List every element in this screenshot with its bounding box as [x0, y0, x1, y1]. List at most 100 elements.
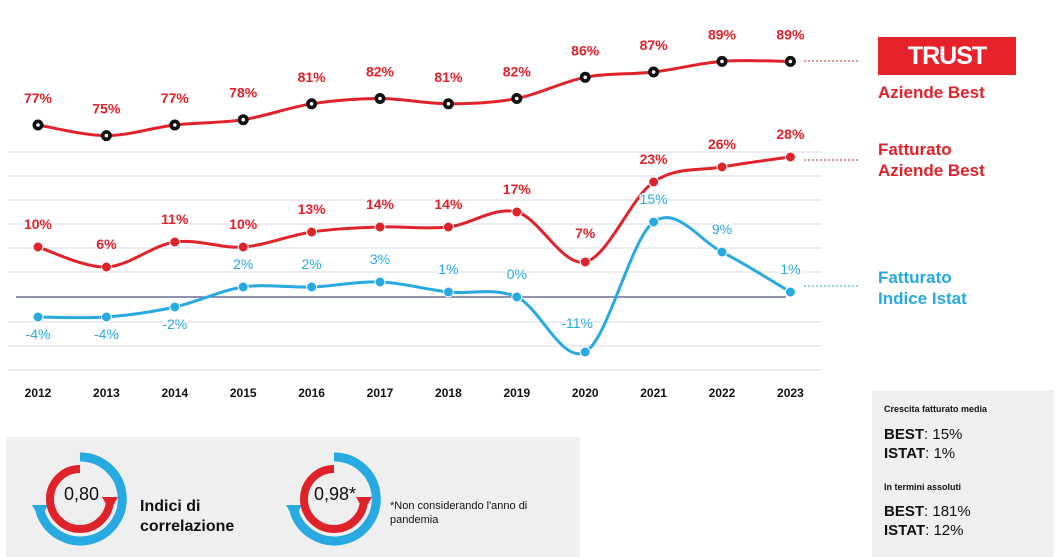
x-tick-label: 2023 [777, 386, 804, 400]
point-fatturato-aziende-best [716, 161, 728, 173]
data-label-aziende-best: 81% [434, 69, 463, 85]
point-fatturato-aziende-best [648, 176, 660, 188]
data-label-fatturato-indice-istat: -11% [561, 315, 593, 331]
data-label-aziende-best: 78% [229, 85, 258, 101]
best-growth: BEST: 15% [884, 426, 963, 443]
point-fatturato-indice-istat [237, 281, 249, 293]
x-tick-label: 2021 [640, 386, 667, 400]
x-tick-label: 2012 [25, 386, 52, 400]
point-center-aziende-best [241, 117, 245, 122]
data-label-fatturato-aziende-best: 11% [161, 211, 189, 227]
point-center-aziende-best [36, 123, 40, 127]
x-tick-label: 2016 [298, 386, 325, 400]
correlation-gauge-1 [32, 452, 127, 546]
line-aziende-best [37, 59, 791, 138]
data-label-fatturato-aziende-best: 13% [298, 201, 327, 217]
data-label-aziende-best: 77% [24, 90, 53, 106]
data-label-fatturato-aziende-best: 14% [366, 196, 395, 212]
data-label-fatturato-indice-istat: -4% [94, 326, 119, 342]
line-fatturato-aziende-best [37, 155, 791, 269]
point-center-aziende-best [651, 70, 656, 74]
x-tick-label: 2018 [435, 386, 462, 400]
data-label-fatturato-indice-istat: 0% [507, 266, 527, 282]
point-fatturato-aziende-best [442, 221, 454, 233]
data-label-aziende-best: 81% [298, 69, 327, 85]
x-tick-label: 2017 [367, 386, 394, 400]
point-center-aziende-best [378, 96, 382, 101]
data-label-fatturato-aziende-best: 23% [640, 151, 669, 167]
point-fatturato-indice-istat [784, 286, 796, 298]
pandemic-note: *Non considerando l'anno di pandemia [390, 500, 528, 526]
istat-absolute: ISTAT: 12% [884, 522, 964, 539]
data-label-fatturato-indice-istat: 15% [640, 191, 668, 207]
point-fatturato-aziende-best [511, 206, 523, 218]
data-label-aziende-best: 77% [161, 90, 190, 106]
correlation-value-2: 0,98* [314, 484, 357, 504]
data-label-fatturato-aziende-best: 28% [776, 126, 805, 142]
correlation-label: Indici di correlazione [140, 498, 235, 535]
data-label-fatturato-indice-istat: -2% [162, 316, 187, 332]
data-label-fatturato-aziende-best: 10% [229, 216, 258, 232]
data-label-fatturato-aziende-best: 10% [24, 216, 53, 232]
data-label-fatturato-indice-istat: -4% [26, 326, 51, 342]
point-fatturato-indice-istat [511, 291, 523, 303]
point-fatturato-aziende-best [100, 261, 112, 273]
data-label-aziende-best: 89% [708, 26, 737, 42]
istat-growth: ISTAT: 1% [884, 445, 956, 462]
point-fatturato-indice-istat [32, 311, 44, 323]
data-label-aziende-best: 82% [503, 64, 532, 80]
correlation-gauge-2 [286, 452, 381, 546]
x-tick-label: 2013 [93, 386, 120, 400]
data-label-fatturato-indice-istat: 2% [233, 256, 253, 272]
data-label-fatturato-aziende-best: 7% [575, 225, 596, 241]
point-fatturato-aziende-best [169, 236, 181, 248]
data-label-aziende-best: 87% [640, 37, 669, 53]
data-label-aziende-best: 86% [571, 42, 600, 58]
data-label-fatturato-aziende-best: 14% [434, 196, 463, 212]
x-tick-label: 2014 [161, 386, 188, 400]
point-fatturato-indice-istat [648, 216, 660, 228]
correlation-value-1: 0,80 [64, 484, 100, 504]
point-center-aziende-best [720, 59, 724, 64]
data-label-fatturato-aziende-best: 17% [503, 181, 532, 197]
best-absolute: BEST: 181% [884, 503, 971, 520]
point-fatturato-indice-istat [374, 276, 386, 288]
data-label-fatturato-indice-istat: 1% [438, 261, 458, 277]
x-tick-label: 2020 [572, 386, 599, 400]
data-label-aziende-best: 82% [366, 64, 395, 80]
data-label-fatturato-indice-istat: 1% [780, 261, 800, 277]
point-fatturato-indice-istat [716, 246, 728, 258]
data-label-fatturato-aziende-best: 26% [708, 136, 737, 152]
point-fatturato-indice-istat [100, 311, 112, 323]
point-fatturato-aziende-best [374, 221, 386, 233]
data-label-fatturato-indice-istat: 9% [712, 221, 732, 237]
point-fatturato-indice-istat [169, 301, 181, 313]
line-chart: 77% 75% 77% 78% 81% 82% 81% 82% 86% 87% 89% 89% 10% 6… [8, 25, 860, 400]
data-label-fatturato-indice-istat: 2% [301, 256, 321, 272]
absolute-heading: In termini assoluti [884, 482, 962, 492]
point-center-aziende-best [173, 123, 177, 127]
point-fatturato-aziende-best [784, 151, 796, 163]
x-tick-label: 2019 [503, 386, 530, 400]
point-fatturato-indice-istat [442, 286, 454, 298]
summary-panel [872, 390, 1054, 557]
line-fatturato-indice-istat [37, 216, 792, 356]
point-center-aziende-best [515, 96, 519, 101]
point-center-aziende-best [788, 59, 793, 64]
legend-aziende-best: Aziende Best [878, 83, 985, 102]
point-center-aziende-best [446, 102, 451, 106]
point-fatturato-indice-istat [306, 281, 318, 293]
trust-index-badge: TRUST INDEX [878, 37, 1016, 108]
data-label-aziende-best: 75% [92, 101, 121, 117]
growth-heading: Crescita fatturato media [884, 404, 988, 414]
point-fatturato-aziende-best [237, 241, 249, 253]
point-fatturato-indice-istat [579, 346, 591, 358]
data-label-aziende-best: 89% [776, 26, 805, 42]
point-fatturato-aziende-best [579, 256, 591, 268]
x-tick-label: 2022 [709, 386, 736, 400]
data-label-fatturato-indice-istat: 3% [370, 251, 390, 267]
point-fatturato-aziende-best [32, 241, 44, 253]
point-center-aziende-best [309, 102, 314, 106]
point-center-aziende-best [583, 75, 587, 80]
legend-fatturato-best: Fatturato Aziende Best [878, 140, 985, 180]
